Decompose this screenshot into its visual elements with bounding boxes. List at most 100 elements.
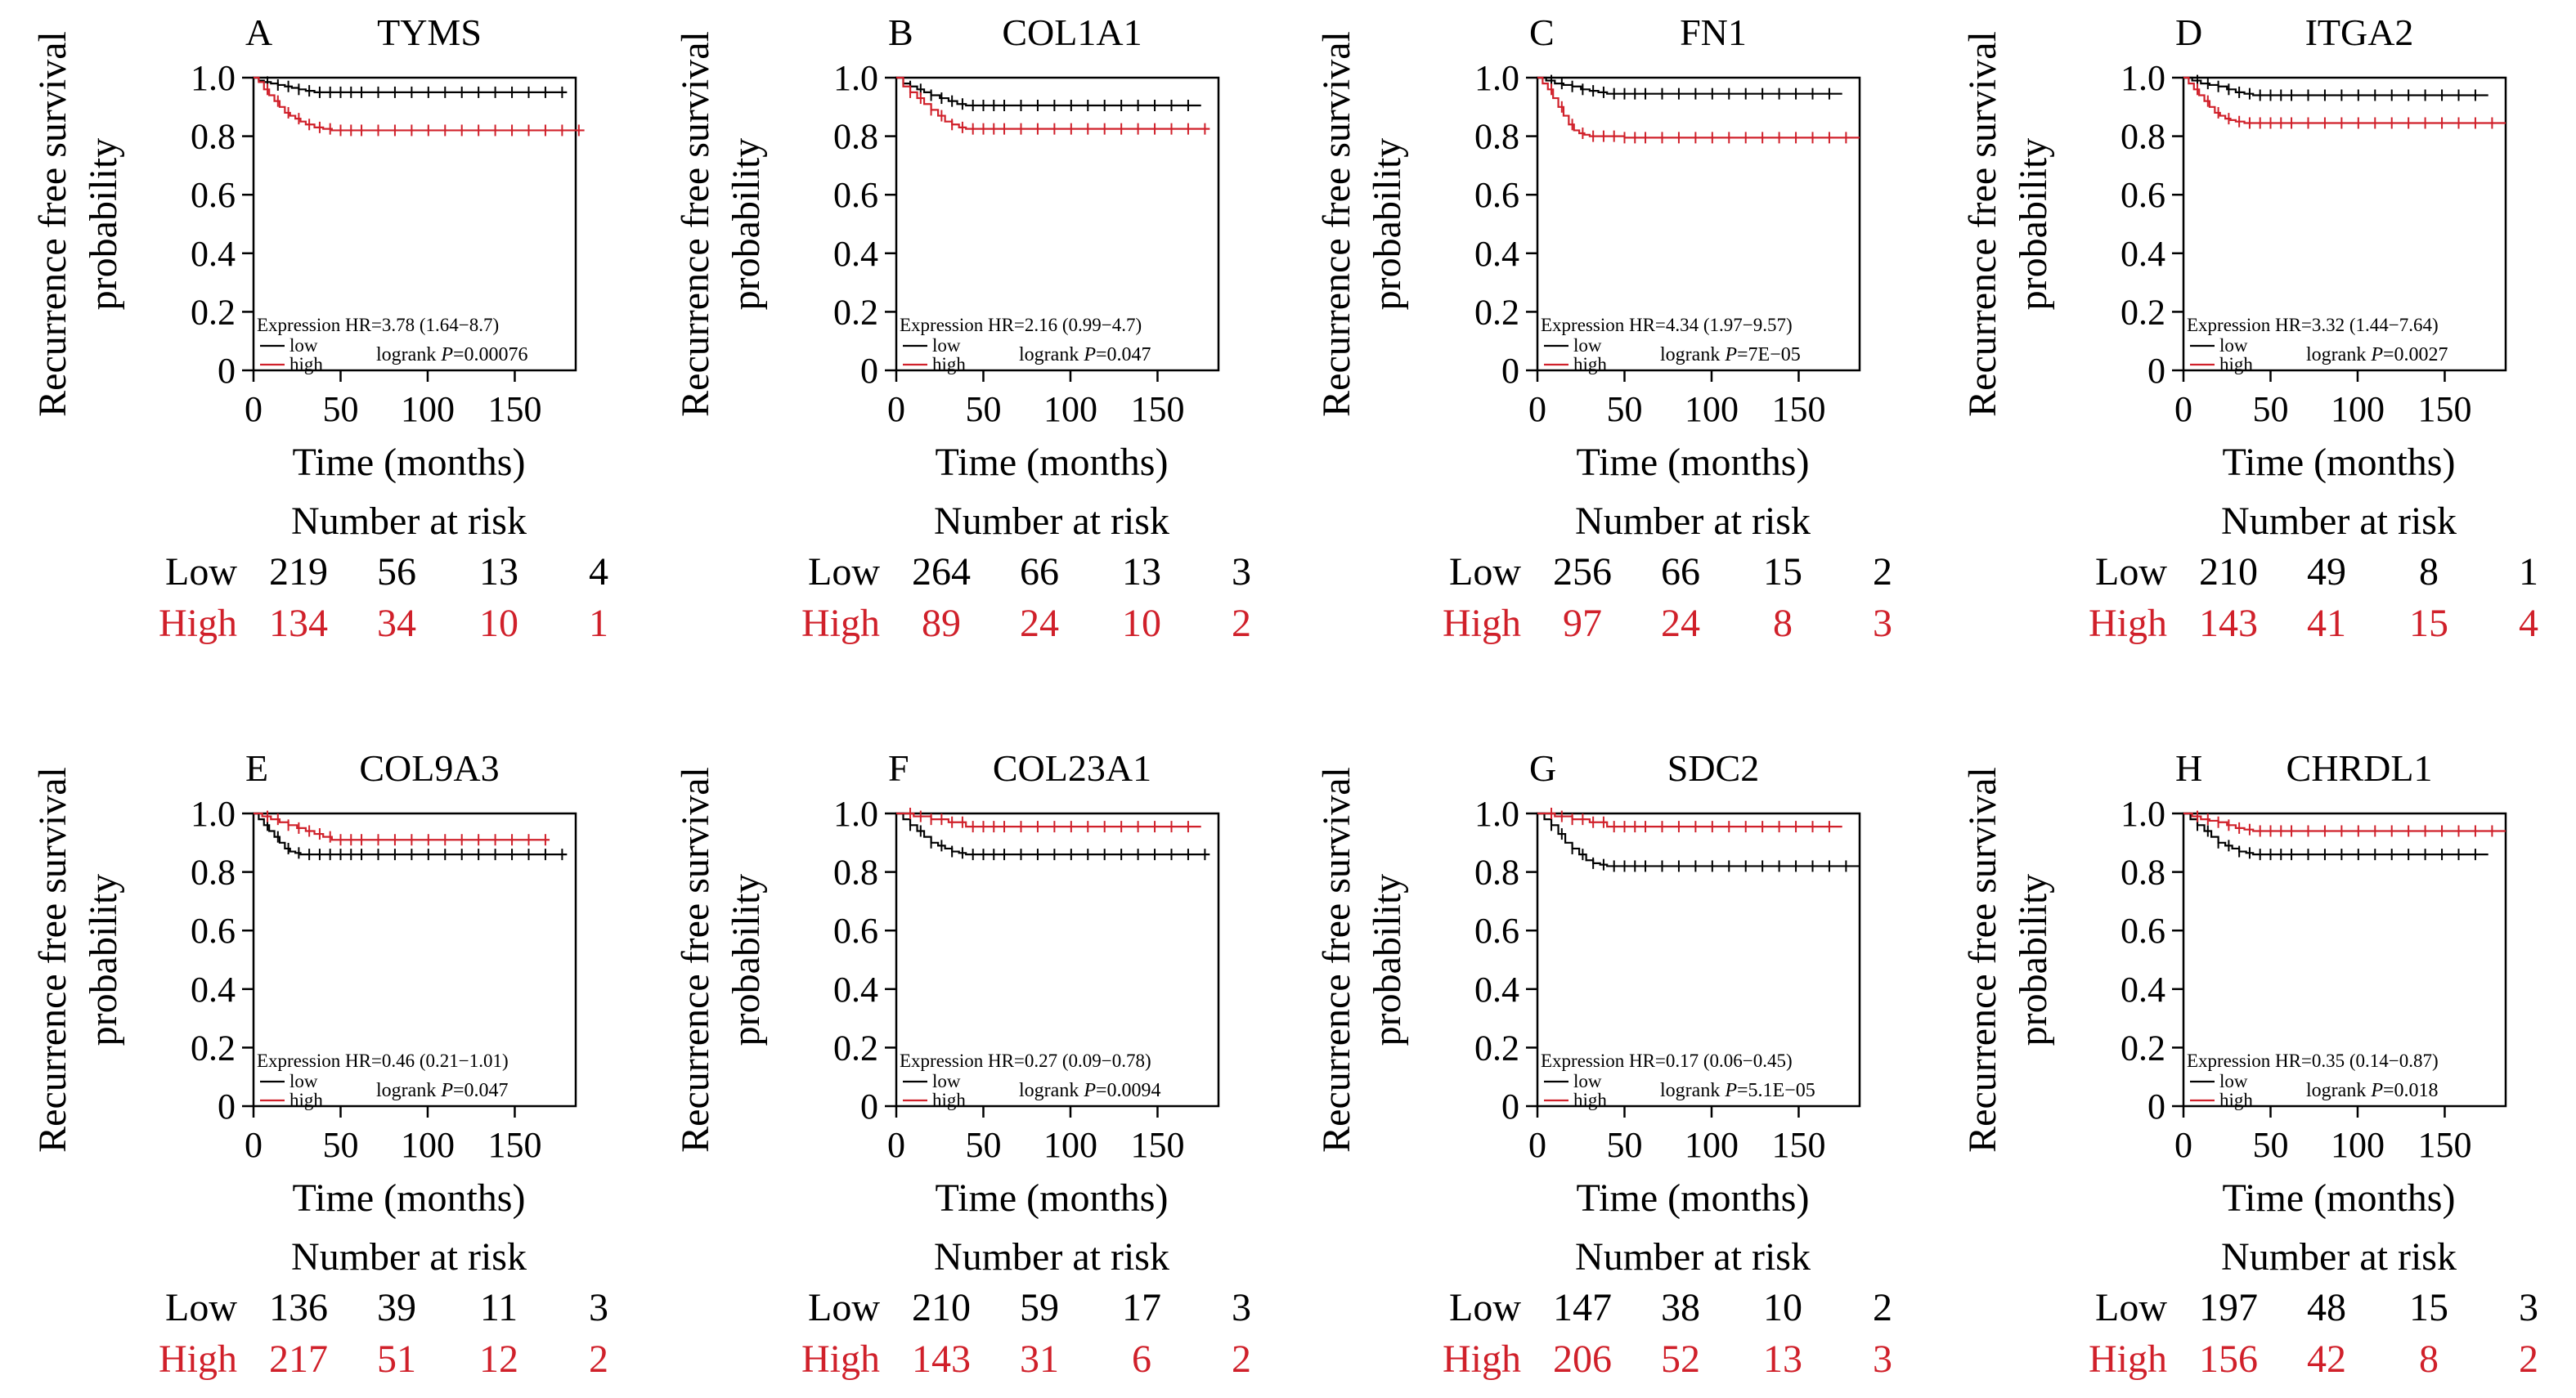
risk-count-high: 10 [479,602,518,645]
risk-count-low: 66 [1661,550,1700,594]
x-tick-label: 0 [2174,389,2192,429]
y-tick-label: 1.0 [191,58,236,98]
y-tick-label: 0 [1501,351,1519,391]
risk-row-label-low: Low [1449,1286,1521,1329]
y-tick-label: 0.2 [833,292,878,332]
risk-row-label-high: High [1443,1338,1521,1381]
risk-count-low: 49 [2307,550,2346,594]
y-tick-label: 1.0 [1474,58,1519,98]
y-axis-label-2: probability [1366,138,1409,311]
y-tick-label: 0.8 [191,117,236,157]
risk-table-title: Number at risk [2221,1235,2457,1279]
risk-count-low: 15 [1763,550,1802,594]
risk-table-title: Number at risk [291,1235,527,1279]
x-axis-label: Time (months) [293,441,526,484]
y-tick-label: 0 [218,1087,236,1127]
x-tick-label: 100 [1043,389,1097,429]
y-tick-label: 0.8 [1474,117,1519,157]
risk-count-low: 3 [589,1286,608,1329]
risk-count-high: 52 [1661,1338,1700,1381]
y-axis-label: Recurrence free survival [1315,31,1358,417]
risk-row-label-high: High [801,1338,880,1381]
y-tick-label: 1.0 [191,794,236,834]
y-axis-label-2: probability [725,874,768,1046]
hr-annotation: Expression HR=0.35 (0.14−0.87) [2187,1051,2439,1071]
risk-count-low: 13 [1122,550,1161,594]
series-line-high [1537,812,1842,828]
risk-row-label-low: Low [2095,550,2167,594]
x-tick-label: 0 [2174,1125,2192,1165]
x-tick-label: 100 [2331,389,2385,429]
y-tick-label: 0.2 [191,1028,236,1068]
risk-count-low: 219 [269,550,328,594]
risk-table-title: Number at risk [2221,500,2457,543]
risk-count-low: 10 [1763,1286,1802,1329]
risk-count-low: 3 [1232,550,1251,594]
y-axis-label: Recurrence free survival [1961,767,2004,1153]
x-tick-label: 50 [1606,389,1642,429]
y-tick-label: 0.2 [2120,1028,2165,1068]
x-tick-label: 150 [487,389,541,429]
risk-count-high: 24 [1020,602,1059,645]
plot-frame [2182,76,2507,372]
risk-table-title: Number at risk [934,1235,1169,1279]
risk-count-low: 48 [2307,1286,2346,1329]
logrank-p: logrank P=0.0027 [2306,344,2448,365]
panel-h: Recurrence free survival probability H CHRD… [1961,747,2538,1381]
legend-label-low: low [289,1071,318,1091]
risk-count-high: 12 [479,1338,518,1381]
risk-count-high: 41 [2307,602,2346,645]
y-tick-label: 0.6 [1474,911,1519,951]
x-tick-label: 50 [322,1125,358,1165]
hr-annotation: Expression HR=0.17 (0.06−0.45) [1541,1051,1793,1071]
hr-annotation: Expression HR=3.78 (1.64−8.7) [257,315,499,335]
panel-letter: H [2175,747,2202,789]
y-tick-label: 1.0 [833,58,878,98]
x-tick-label: 150 [1130,389,1184,429]
risk-count-low: 39 [377,1286,416,1329]
panel-title: COL9A3 [359,747,499,789]
y-tick-label: 1.0 [1474,794,1519,834]
y-tick-label: 0.4 [191,970,236,1010]
risk-row-label-low: Low [165,550,237,594]
risk-count-high: 10 [1122,602,1161,645]
risk-count-high: 206 [1553,1338,1612,1381]
hr-annotation: Expression HR=3.32 (1.44−7.64) [2187,315,2439,335]
legend-label-low: low [1573,1071,1602,1091]
plot-frame [252,76,577,372]
risk-count-high: 3 [1873,602,1892,645]
series-line-high [2183,812,2506,832]
logrank-p: logrank P=0.0094 [1019,1080,1161,1101]
risk-table-title: Number at risk [1575,500,1811,543]
risk-count-low: 17 [1122,1286,1161,1329]
risk-row-label-high: High [2089,602,2167,645]
y-tick-label: 0.8 [2120,853,2165,893]
x-tick-label: 50 [322,389,358,429]
risk-row-label-low: Low [165,1286,237,1329]
legend-label-high: high [289,1090,323,1110]
risk-row-label-low: Low [2095,1286,2167,1329]
panel-title: FN1 [1680,11,1747,53]
logrank-p: logrank P=5.1E−05 [1660,1080,1815,1101]
risk-count-low: 3 [1232,1286,1251,1329]
panel-title: TYMS [377,11,482,53]
plot-frame [1536,76,1861,372]
panel-letter: A [245,11,272,53]
risk-count-low: 4 [589,550,608,594]
y-tick-label: 0.2 [1474,1028,1519,1068]
risk-count-low: 59 [1020,1286,1059,1329]
risk-count-high: 4 [2519,602,2538,645]
risk-count-low: 13 [479,550,518,594]
x-tick-label: 0 [887,1125,905,1165]
x-tick-label: 50 [965,1125,1001,1165]
x-axis-label: Time (months) [936,1176,1169,1220]
risk-count-high: 34 [377,602,416,645]
x-tick-label: 0 [1528,1125,1546,1165]
risk-count-low: 136 [269,1286,328,1329]
risk-count-high: 8 [2419,1338,2439,1381]
risk-count-low: 66 [1020,550,1059,594]
y-tick-label: 0.4 [1474,970,1519,1010]
y-axis-label-2: probability [1366,874,1409,1046]
y-tick-label: 0.8 [833,853,878,893]
